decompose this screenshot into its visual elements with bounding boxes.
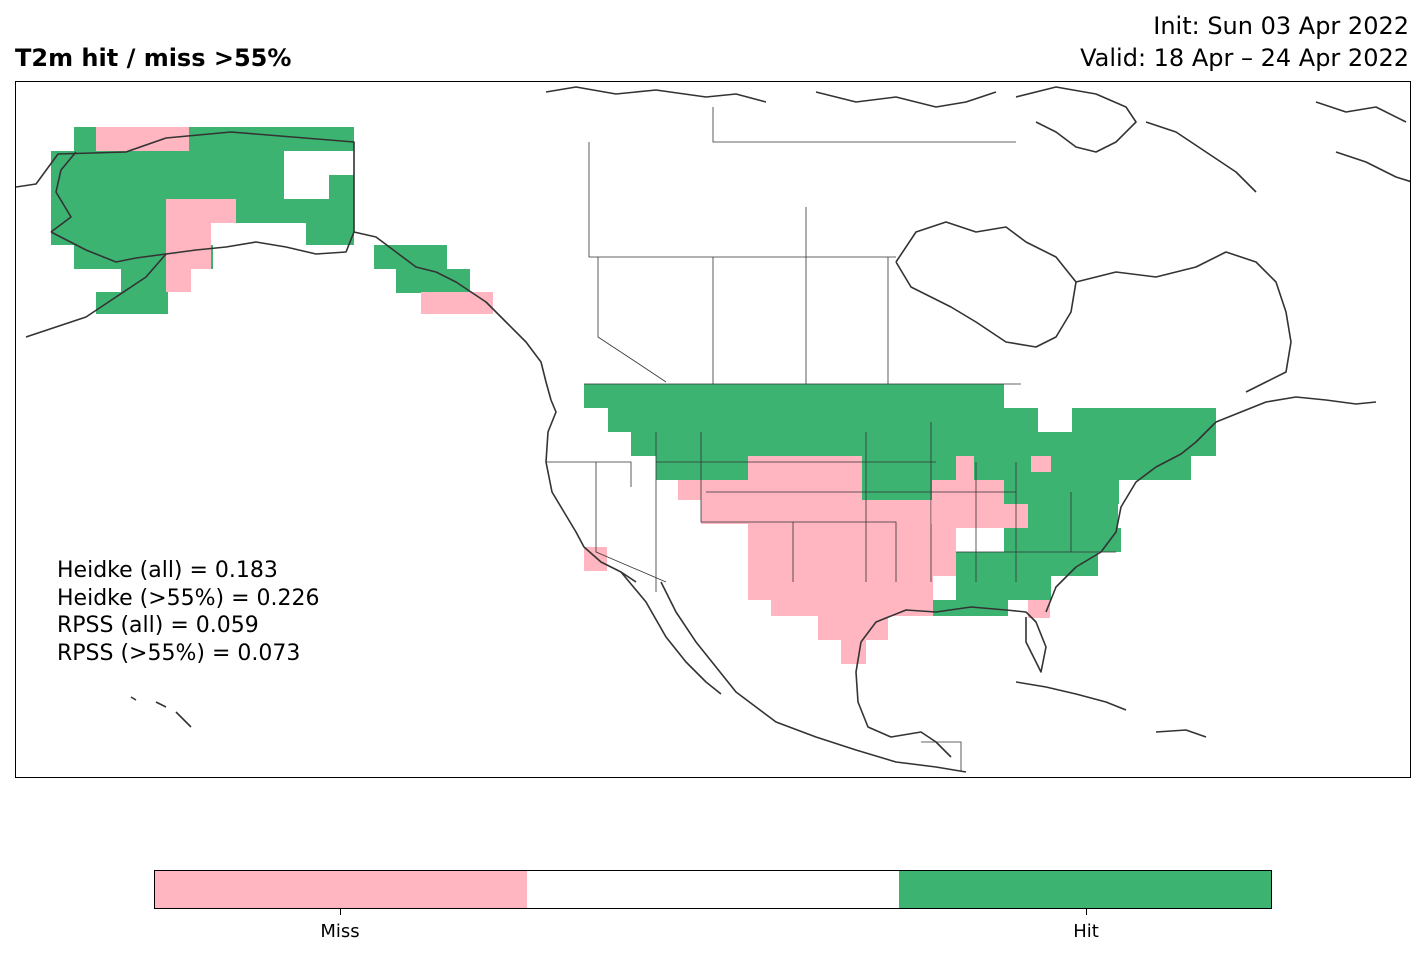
chart-title: T2m hit / miss >55%	[15, 44, 292, 72]
heidke-55: Heidke (>55%) = 0.226	[57, 585, 320, 611]
map-svg	[16, 86, 1410, 773]
rpss-all: RPSS (all) = 0.059	[57, 613, 259, 638]
verification-scores: Heidke (all) = 0.183 Heidke (>55%) = 0.2…	[57, 557, 320, 667]
borders	[353, 107, 1116, 772]
rpss-55: RPSS (>55%) = 0.073	[57, 640, 301, 666]
colorbar-label-miss: Miss	[320, 921, 360, 942]
miss-cells	[96, 127, 1051, 664]
colorbar	[154, 870, 1272, 909]
colorbar-tick-miss	[340, 909, 341, 915]
heidke-all: Heidke (all) = 0.183	[57, 558, 278, 583]
colorbar-tick-hit	[1086, 909, 1087, 915]
colorbar-label-hit: Hit	[1073, 921, 1099, 942]
valid-period: Valid: 18 Apr – 24 Apr 2022	[1080, 44, 1409, 72]
hit-cells	[51, 127, 1216, 616]
colorbar-miss-segment	[155, 871, 527, 908]
init-date: Init: Sun 03 Apr 2022	[1153, 12, 1409, 40]
map-panel	[15, 81, 1411, 778]
colorbar-neutral-segment	[527, 871, 899, 908]
coastlines	[16, 86, 1410, 773]
colorbar-hit-segment	[899, 871, 1271, 908]
